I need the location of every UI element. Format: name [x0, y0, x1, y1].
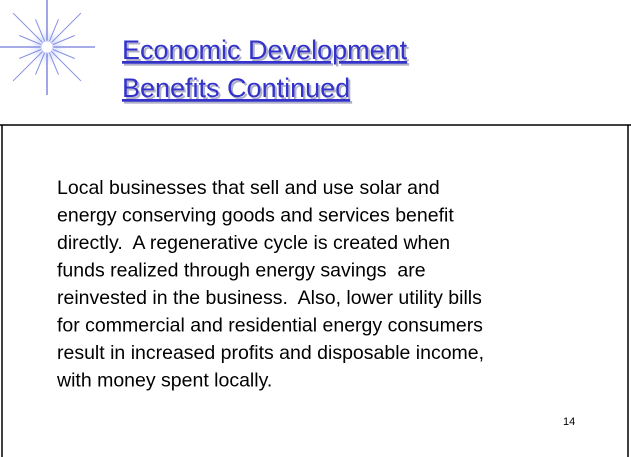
title: Benefits Continued — [122, 73, 350, 103]
star-ray — [46, 46, 82, 82]
body-line: directly. A regenerative cycle is create… — [57, 232, 450, 254]
star-ray — [46, 12, 82, 48]
body-line: for commercial and residential energy co… — [57, 315, 483, 337]
title-shadow: Economic Development — [124, 37, 410, 67]
page-number: 14 — [563, 416, 575, 428]
body-line: result in increased profits and disposab… — [57, 342, 484, 364]
star-core — [40, 40, 54, 54]
body-line: energy conserving goods and services ben… — [57, 205, 454, 227]
title: Economic Development — [122, 35, 408, 65]
body-line: reinvested in the business. Also, lower … — [57, 287, 482, 309]
star-ray — [12, 46, 48, 82]
starburst — [0, 0, 95, 95]
body-line: funds realized through energy savings ar… — [57, 260, 426, 282]
body-line: Local businesses that sell and use solar… — [57, 177, 440, 199]
star-ray — [12, 12, 48, 48]
title-shadow: Benefits Continued — [124, 75, 352, 105]
body-line: with money spent locally. — [56, 370, 272, 392]
